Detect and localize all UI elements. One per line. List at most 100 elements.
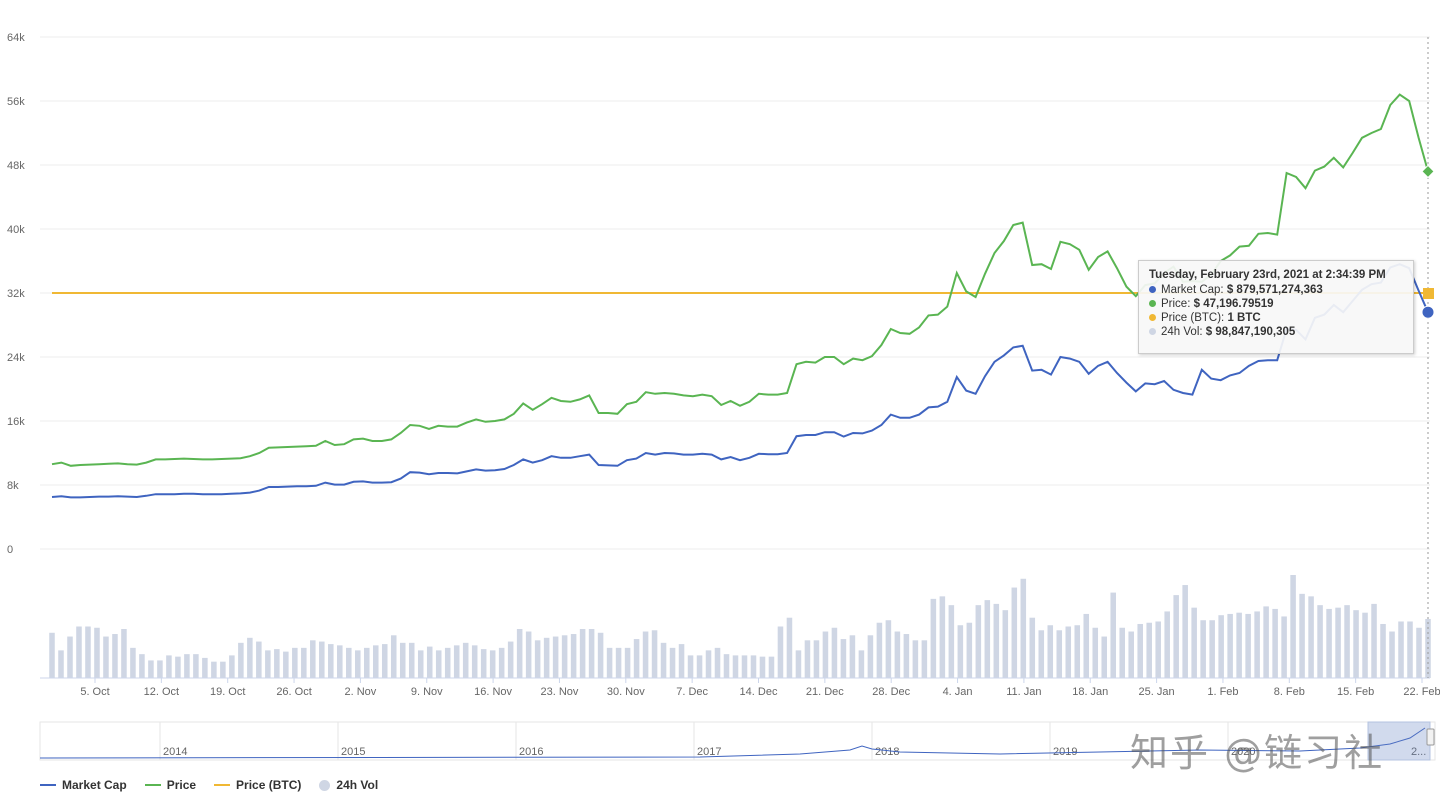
x-tick-label: 19. Oct <box>210 686 245 698</box>
volume-bar <box>840 639 847 678</box>
tooltip-title: Tuesday, February 23rd, 2021 at 2:34:39 … <box>1149 269 1386 281</box>
volume-bar <box>1065 626 1072 678</box>
volume-bar <box>94 627 100 678</box>
volume-bar <box>1317 605 1323 678</box>
volume-bar <box>912 640 919 678</box>
legend-label: Market Cap <box>62 778 127 792</box>
volume-bar <box>1182 585 1188 678</box>
volume-bar <box>660 642 667 678</box>
volume-bar <box>471 645 478 678</box>
y-tick-label: 48k <box>7 160 25 172</box>
volume-bar <box>570 634 577 678</box>
volume-bar <box>1092 627 1099 678</box>
volume-bar <box>831 627 838 678</box>
volume-bar <box>184 654 190 678</box>
volume-bar <box>1101 636 1108 678</box>
legend-item-price-btc[interactable]: Price (BTC) <box>214 778 301 792</box>
volume-bar <box>121 629 127 678</box>
volume-bar <box>202 657 208 678</box>
legend-item-volume[interactable]: 24h Vol <box>319 778 378 792</box>
range-navigator[interactable]: 2014 2015 2016 2017 2018 2019 2020 2... <box>39 721 1436 761</box>
volume-bar <box>786 617 793 678</box>
tooltip-label: Price (BTC): <box>1161 312 1225 324</box>
x-tick-label: 4. Jan <box>943 686 973 698</box>
tooltip-value: $ 98,847,190,305 <box>1205 326 1296 338</box>
volume-bar <box>858 650 865 678</box>
volume-bar <box>1020 578 1027 678</box>
volume-bar <box>489 650 496 678</box>
volume-bar <box>1155 621 1161 678</box>
volume-bar <box>894 631 901 678</box>
tooltip-value: $ 879,571,274,363 <box>1226 284 1323 296</box>
volume-bar <box>1281 616 1287 678</box>
volume-bar <box>615 647 622 678</box>
volume-bar <box>480 649 487 678</box>
navigator-year-label: 2... <box>1411 746 1426 758</box>
volume-bar <box>1074 625 1081 678</box>
x-tick-label: 7. Dec <box>676 686 708 698</box>
volume-bar <box>1002 610 1009 678</box>
volume-bar <box>669 647 676 678</box>
volume-bar <box>1209 620 1215 678</box>
volume-bar <box>408 642 415 678</box>
volume-bar <box>948 605 955 678</box>
hover-markers <box>1421 37 1435 678</box>
volume-bar <box>390 635 397 678</box>
volume-bar <box>247 637 253 678</box>
volume-bar <box>1164 611 1170 678</box>
navigator-year-label: 2018 <box>875 746 899 758</box>
volume-bar <box>678 644 685 678</box>
navigator-background <box>39 721 1436 761</box>
volume-bar <box>193 654 199 678</box>
volume-bar <box>148 660 154 678</box>
volume-bar <box>777 626 784 678</box>
volume-bar <box>534 640 541 678</box>
legend-label: 24h Vol <box>336 778 379 792</box>
navigator-series <box>39 727 1426 759</box>
volume-bar <box>579 629 586 678</box>
x-tick-label: 28. Dec <box>872 686 910 698</box>
navigator-handle <box>1426 728 1435 746</box>
tooltip-label: 24h Vol: <box>1161 326 1203 338</box>
volume-bar <box>1146 622 1152 678</box>
y-tick-label: 8k <box>7 480 19 492</box>
volume-bar <box>1038 630 1045 678</box>
navigator-year-label: 2017 <box>697 746 721 758</box>
volume-bar <box>588 629 595 678</box>
volume-bar <box>993 603 1000 678</box>
volume-bar <box>975 605 982 678</box>
volume-bar <box>67 636 73 678</box>
volume-bar <box>49 632 55 678</box>
volume-bar <box>930 598 937 678</box>
volume-bar <box>265 650 271 678</box>
volume-bar <box>175 656 181 678</box>
y-tick-label: 0 <box>7 544 13 556</box>
volume-bar <box>274 649 280 678</box>
volume-bar <box>157 660 163 678</box>
volume-bar <box>462 642 469 678</box>
volume-bar <box>1236 612 1242 678</box>
volume-bar <box>759 656 766 678</box>
volume-bar <box>750 655 757 678</box>
x-tick-label: 26. Oct <box>276 686 311 698</box>
volume-bar <box>885 620 892 678</box>
x-tick-label: 14. Dec <box>740 686 778 698</box>
volume-bar <box>1407 621 1413 678</box>
legend-item-price[interactable]: Price <box>144 778 196 792</box>
legend-item-market-cap[interactable]: Market Cap <box>40 778 127 792</box>
volume-bar <box>903 634 910 678</box>
volume-bar <box>1335 607 1341 678</box>
volume-bar <box>1200 620 1206 678</box>
tooltip-row-price: Price: $ 47,196.79519 <box>1149 297 1403 311</box>
x-tick-label: 11. Jan <box>1006 686 1041 698</box>
volume-bar <box>229 655 235 678</box>
volume-bar <box>85 626 91 678</box>
volume-bar <box>381 644 388 678</box>
volume-bar <box>444 647 451 678</box>
x-tick-label: 25. Jan <box>1139 686 1175 698</box>
volume-bar <box>768 656 775 678</box>
volume-bar <box>642 631 649 678</box>
watermark: 知乎 @链习社 <box>1130 731 1385 775</box>
x-tick-label: 21. Dec <box>806 686 844 698</box>
